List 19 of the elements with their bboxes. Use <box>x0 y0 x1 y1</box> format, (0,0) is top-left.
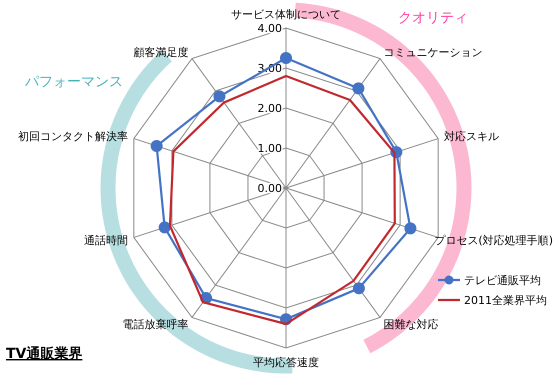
legend-label: テレビ通販平均 <box>464 274 541 287</box>
spoke-label: 電話放棄呼率 <box>122 318 188 331</box>
text: TV通販業界 <box>6 345 82 362</box>
spoke-label: 顧客満足度 <box>133 46 188 60</box>
y-tick-label: 4.00 <box>258 22 282 35</box>
spoke-label: 対応スキル <box>444 130 499 144</box>
text: パフォーマンス <box>24 74 123 90</box>
legend-label: 2011全業界平均 <box>464 294 547 307</box>
spoke-label: コミュニケーション <box>384 46 483 60</box>
spoke-label: サービス体制について <box>231 8 341 21</box>
spoke-label: 通話時間 <box>84 234 128 247</box>
text: クオリティ <box>398 10 468 26</box>
y-tick-label: 0.00 <box>258 182 282 195</box>
spoke-label: 困難な対応 <box>384 318 439 331</box>
spoke-label: 初回コンタクト解決率 <box>18 130 128 144</box>
spoke-label: プロセス(対応処理手順) <box>434 234 553 247</box>
spoke-label: 平均応答速度 <box>253 356 319 369</box>
y-tick-label: 2.00 <box>258 102 282 115</box>
y-tick-label: 1.00 <box>258 142 282 155</box>
